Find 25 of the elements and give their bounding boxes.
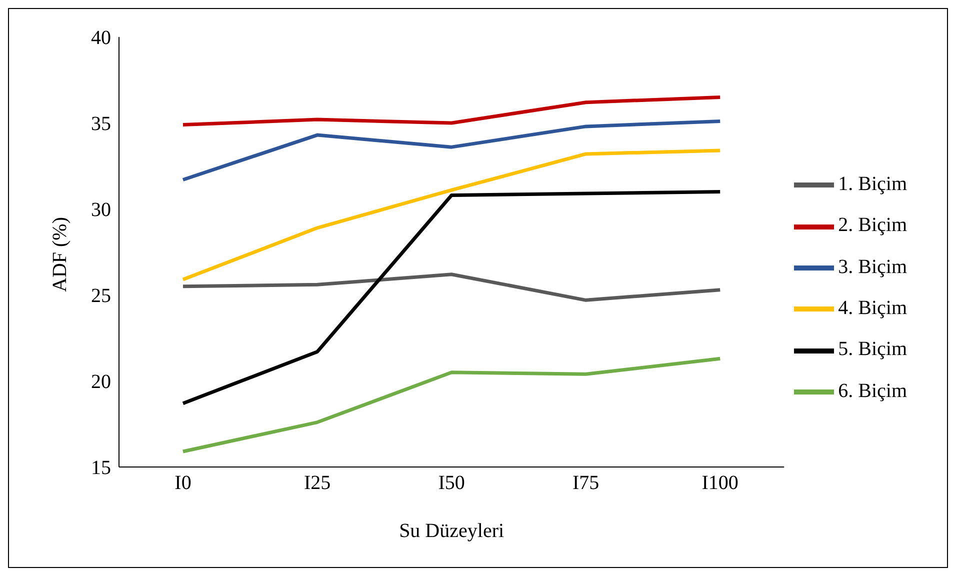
- x-tick-label: I100: [702, 472, 738, 494]
- legend-label: 2. Biçim: [838, 214, 907, 236]
- line-series: [181, 272, 722, 302]
- y-tick-label: 25: [91, 285, 111, 308]
- y-tick-label: 20: [91, 371, 111, 394]
- legend-label: 1. Biçim: [838, 172, 907, 195]
- line-series: [181, 356, 722, 454]
- legend-label: 4. Biçim: [838, 297, 907, 319]
- x-tick-label: I50: [438, 472, 465, 494]
- x-axis-title: Su Düzeyleri: [399, 520, 504, 542]
- line-series: [181, 120, 722, 182]
- legend-label: 3. Biçim: [838, 256, 907, 278]
- x-tick-label: I0: [174, 472, 192, 494]
- y-tick-label: 15: [91, 457, 111, 480]
- y-tick-label: 30: [91, 199, 111, 222]
- x-tick-label: I75: [572, 472, 600, 494]
- line-series: [181, 148, 722, 282]
- legend-label: 5. Biçim: [838, 338, 907, 360]
- legend-label: 6. Biçim: [838, 380, 907, 402]
- line-series: [181, 190, 722, 406]
- y-tick-label: 40: [91, 27, 111, 50]
- x-tick-label: I25: [304, 472, 331, 494]
- line-series: [181, 95, 722, 126]
- y-axis-title: ADF (%): [49, 217, 72, 292]
- y-tick-label: 35: [91, 113, 111, 136]
